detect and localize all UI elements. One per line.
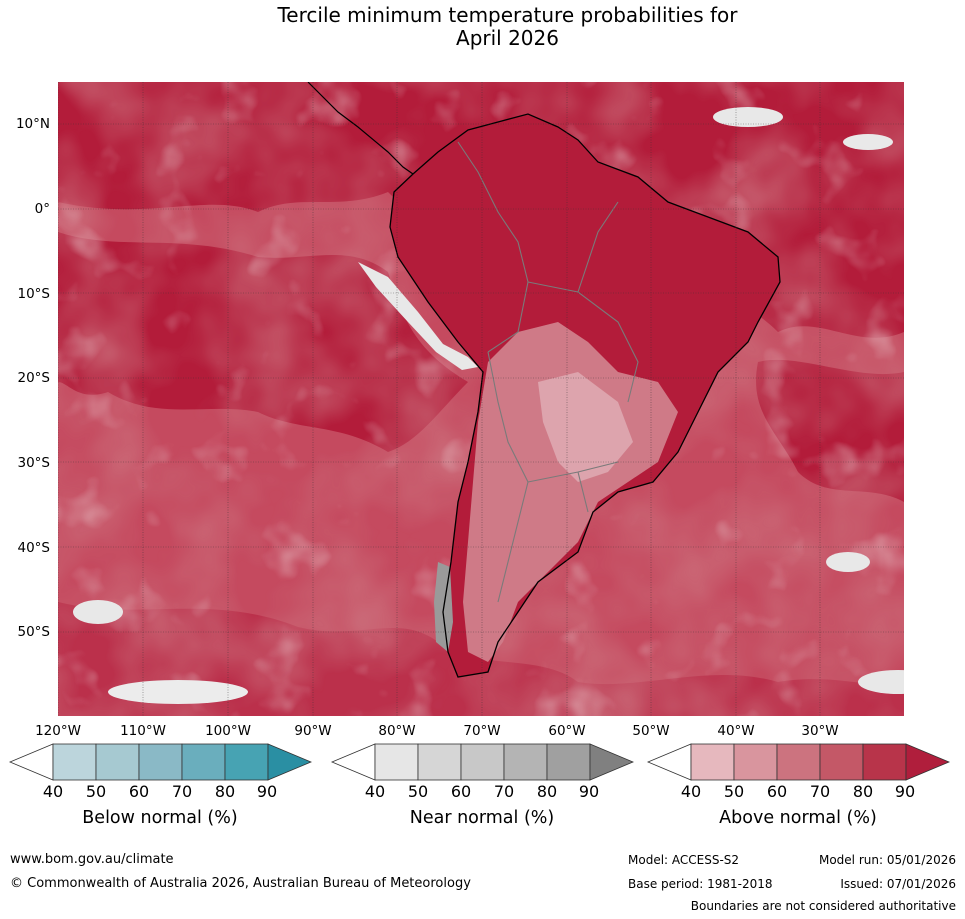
lon-label-50w: 50°W bbox=[632, 723, 670, 739]
tick-label: 70 bbox=[171, 782, 193, 801]
coastline bbox=[389, 113, 781, 678]
footer-url: www.bom.gov.au/climate bbox=[10, 852, 174, 867]
andes-near-normal-strip bbox=[358, 262, 478, 370]
colorbar-segment bbox=[181, 743, 226, 781]
tick-label: 70 bbox=[493, 782, 515, 801]
lat-label-50s: 50°S bbox=[17, 624, 51, 640]
tick-label: 50 bbox=[85, 782, 107, 801]
interior-lowest-probability bbox=[538, 372, 633, 482]
colorbar-extend-high bbox=[267, 743, 312, 781]
tick-label: 50 bbox=[723, 782, 745, 801]
lon-label-100w: 100°W bbox=[205, 723, 251, 739]
tick-label: 40 bbox=[364, 782, 386, 801]
colorbar-segment bbox=[862, 743, 907, 781]
lat-label-0: 0° bbox=[34, 201, 50, 217]
tick-label: 40 bbox=[42, 782, 64, 801]
colorbar-segment bbox=[52, 743, 97, 781]
footer-issued: Issued: 07/01/2026 bbox=[840, 877, 956, 891]
tick-label: 40 bbox=[680, 782, 702, 801]
colorbar-near-title: Near normal (%) bbox=[409, 808, 555, 828]
chart-title: Tercile minimum temperature probabilitie… bbox=[0, 4, 965, 50]
colorbar-segment bbox=[503, 743, 548, 781]
lat-label-40s: 40°S bbox=[17, 540, 51, 556]
colorbar-segment bbox=[95, 743, 140, 781]
tick-label: 60 bbox=[766, 782, 788, 801]
colorbar-extend-low bbox=[646, 743, 692, 781]
colorbar-segment bbox=[138, 743, 183, 781]
title-line-1: Tercile minimum temperature probabilitie… bbox=[277, 3, 738, 27]
lon-label-40w: 40°W bbox=[717, 723, 755, 739]
lon-label-110w: 110°W bbox=[120, 723, 166, 739]
lon-label-60w: 60°W bbox=[548, 723, 586, 739]
footer-base-period: Base period: 1981-2018 bbox=[628, 877, 773, 891]
footer-disclaimer: Boundaries are not considered authoritat… bbox=[690, 899, 956, 913]
colorbar-segment bbox=[690, 743, 735, 781]
lat-label-30s: 30°S bbox=[17, 455, 51, 471]
gridlines bbox=[58, 82, 904, 716]
lon-label-90w: 90°W bbox=[294, 723, 332, 739]
colorbar-segment bbox=[733, 743, 778, 781]
interior-lower-probability bbox=[463, 322, 678, 662]
colorbar-segment bbox=[224, 743, 269, 781]
colorbar-segment bbox=[546, 743, 591, 781]
lat-label-20s: 20°S bbox=[17, 370, 51, 386]
colorbar-segment bbox=[776, 743, 821, 781]
colorbar-extend-high bbox=[905, 743, 950, 781]
tick-label: 60 bbox=[450, 782, 472, 801]
colorbar-segment bbox=[460, 743, 505, 781]
colorbar-extend-low bbox=[330, 743, 376, 781]
lon-label-30w: 30°W bbox=[801, 723, 839, 739]
colorbar-above-title: Above normal (%) bbox=[719, 808, 877, 828]
tick-label: 90 bbox=[256, 782, 278, 801]
tick-label: 80 bbox=[852, 782, 874, 801]
colorbar-segment bbox=[819, 743, 864, 781]
colorbar-near-normal bbox=[330, 743, 634, 781]
country-borders bbox=[457, 141, 639, 603]
colorbar-segment bbox=[374, 743, 419, 781]
colorbar-extend-high bbox=[589, 743, 634, 781]
colorbar-below-normal bbox=[8, 743, 312, 781]
colorbar-above-normal bbox=[646, 743, 950, 781]
tick-label: 80 bbox=[536, 782, 558, 801]
title-line-2: April 2026 bbox=[456, 26, 559, 50]
footer-model-run: Model run: 05/01/2026 bbox=[818, 853, 956, 867]
lon-label-80w: 80°W bbox=[378, 723, 416, 739]
colorbar-extend-low bbox=[8, 743, 54, 781]
colorbar-below-title: Below normal (%) bbox=[82, 808, 238, 828]
tick-label: 60 bbox=[128, 782, 150, 801]
lon-label-70w: 70°W bbox=[463, 723, 501, 739]
tick-label: 90 bbox=[578, 782, 600, 801]
tick-label: 70 bbox=[809, 782, 831, 801]
lat-label-10s: 10°S bbox=[17, 286, 51, 302]
colorbar-segment bbox=[417, 743, 462, 781]
tick-label: 50 bbox=[407, 782, 429, 801]
probability-map bbox=[58, 82, 904, 716]
footer-model: Model: ACCESS-S2 bbox=[628, 853, 740, 867]
lat-label-10n: 10°N bbox=[15, 116, 50, 132]
tick-label: 90 bbox=[894, 782, 916, 801]
tick-label: 80 bbox=[214, 782, 236, 801]
lon-label-120w: 120°W bbox=[35, 723, 81, 739]
footer-copyright: © Commonwealth of Australia 2026, Austra… bbox=[10, 876, 471, 891]
central-america-coastline bbox=[307, 82, 414, 175]
